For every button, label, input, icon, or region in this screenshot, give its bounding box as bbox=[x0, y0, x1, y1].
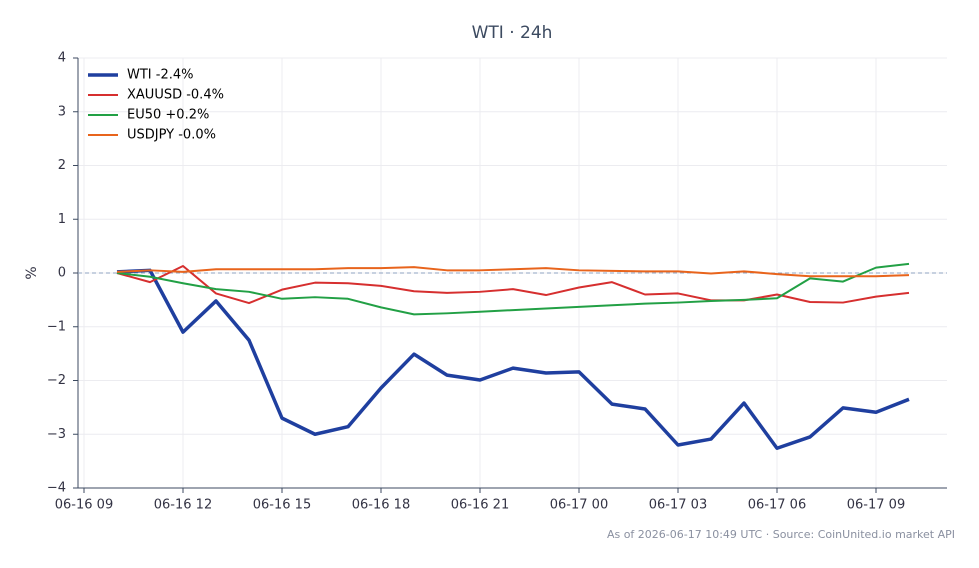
y-axis-label: % bbox=[24, 266, 40, 279]
chart-title: WTI · 24h bbox=[472, 23, 553, 43]
legend-label: EU50 +0.2% bbox=[127, 108, 209, 123]
x-tick-label: 06-17 09 bbox=[847, 498, 905, 513]
legend-label: XAUUSD -0.4% bbox=[127, 88, 224, 103]
x-tick-label: 06-16 15 bbox=[253, 498, 311, 513]
x-tick-label: 06-17 06 bbox=[748, 498, 806, 513]
x-tick-label: 06-17 03 bbox=[649, 498, 707, 513]
y-tick-label: 4 bbox=[58, 51, 66, 66]
y-tick-label: 3 bbox=[58, 104, 66, 119]
series-line bbox=[116, 265, 910, 305]
y-tick-label: −1 bbox=[47, 319, 66, 334]
y-tick-label: −3 bbox=[47, 427, 66, 442]
footer: As of 2026-06-17 10:49 UTC · Source: Coi… bbox=[607, 528, 955, 541]
y-tick-label: 2 bbox=[58, 158, 66, 173]
x-tick-label: 06-16 21 bbox=[451, 498, 509, 513]
series-line bbox=[116, 266, 910, 278]
x-tick-label: 06-16 09 bbox=[55, 498, 113, 513]
x-tick-label: 06-17 00 bbox=[550, 498, 608, 513]
x-tick-label: 06-16 18 bbox=[352, 498, 410, 513]
y-tick-label: 1 bbox=[58, 212, 66, 227]
legend-label: USDJPY -0.0% bbox=[127, 128, 216, 143]
y-tick-label: −2 bbox=[47, 373, 66, 388]
y-tick-label: −4 bbox=[47, 481, 66, 496]
series-line bbox=[116, 268, 910, 450]
x-tick-label: 06-16 12 bbox=[154, 498, 212, 513]
legend-label: WTI -2.4% bbox=[127, 68, 193, 83]
series-line bbox=[116, 262, 910, 316]
y-tick-label: 0 bbox=[58, 266, 66, 281]
